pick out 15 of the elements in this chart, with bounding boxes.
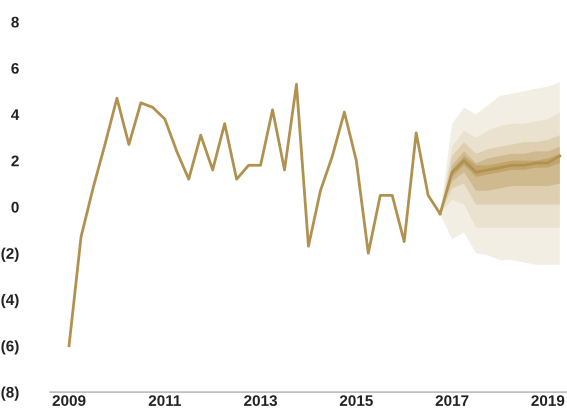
x-tick-label: 2011 <box>148 395 181 406</box>
y-tick-label: (8) <box>1 386 19 401</box>
y-tick-label: 6 <box>11 62 19 74</box>
x-tick-label: 2017 <box>436 395 468 406</box>
y-tick-label: 0 <box>11 202 19 213</box>
x-tick-label: 2013 <box>244 395 278 406</box>
y-tick-label: (2) <box>1 248 19 262</box>
x-tick-label: 2019 <box>531 395 564 406</box>
y-tick-label: (4) <box>1 294 19 308</box>
y-tick-label: (6) <box>1 340 19 354</box>
y-tick-label: 4 <box>11 109 20 120</box>
x-tick-label: 2009 <box>52 395 86 406</box>
y-tick-label: 2 <box>11 156 19 166</box>
x-tick-label: 2015 <box>340 395 373 406</box>
y-tick-label: 8 <box>11 16 19 28</box>
